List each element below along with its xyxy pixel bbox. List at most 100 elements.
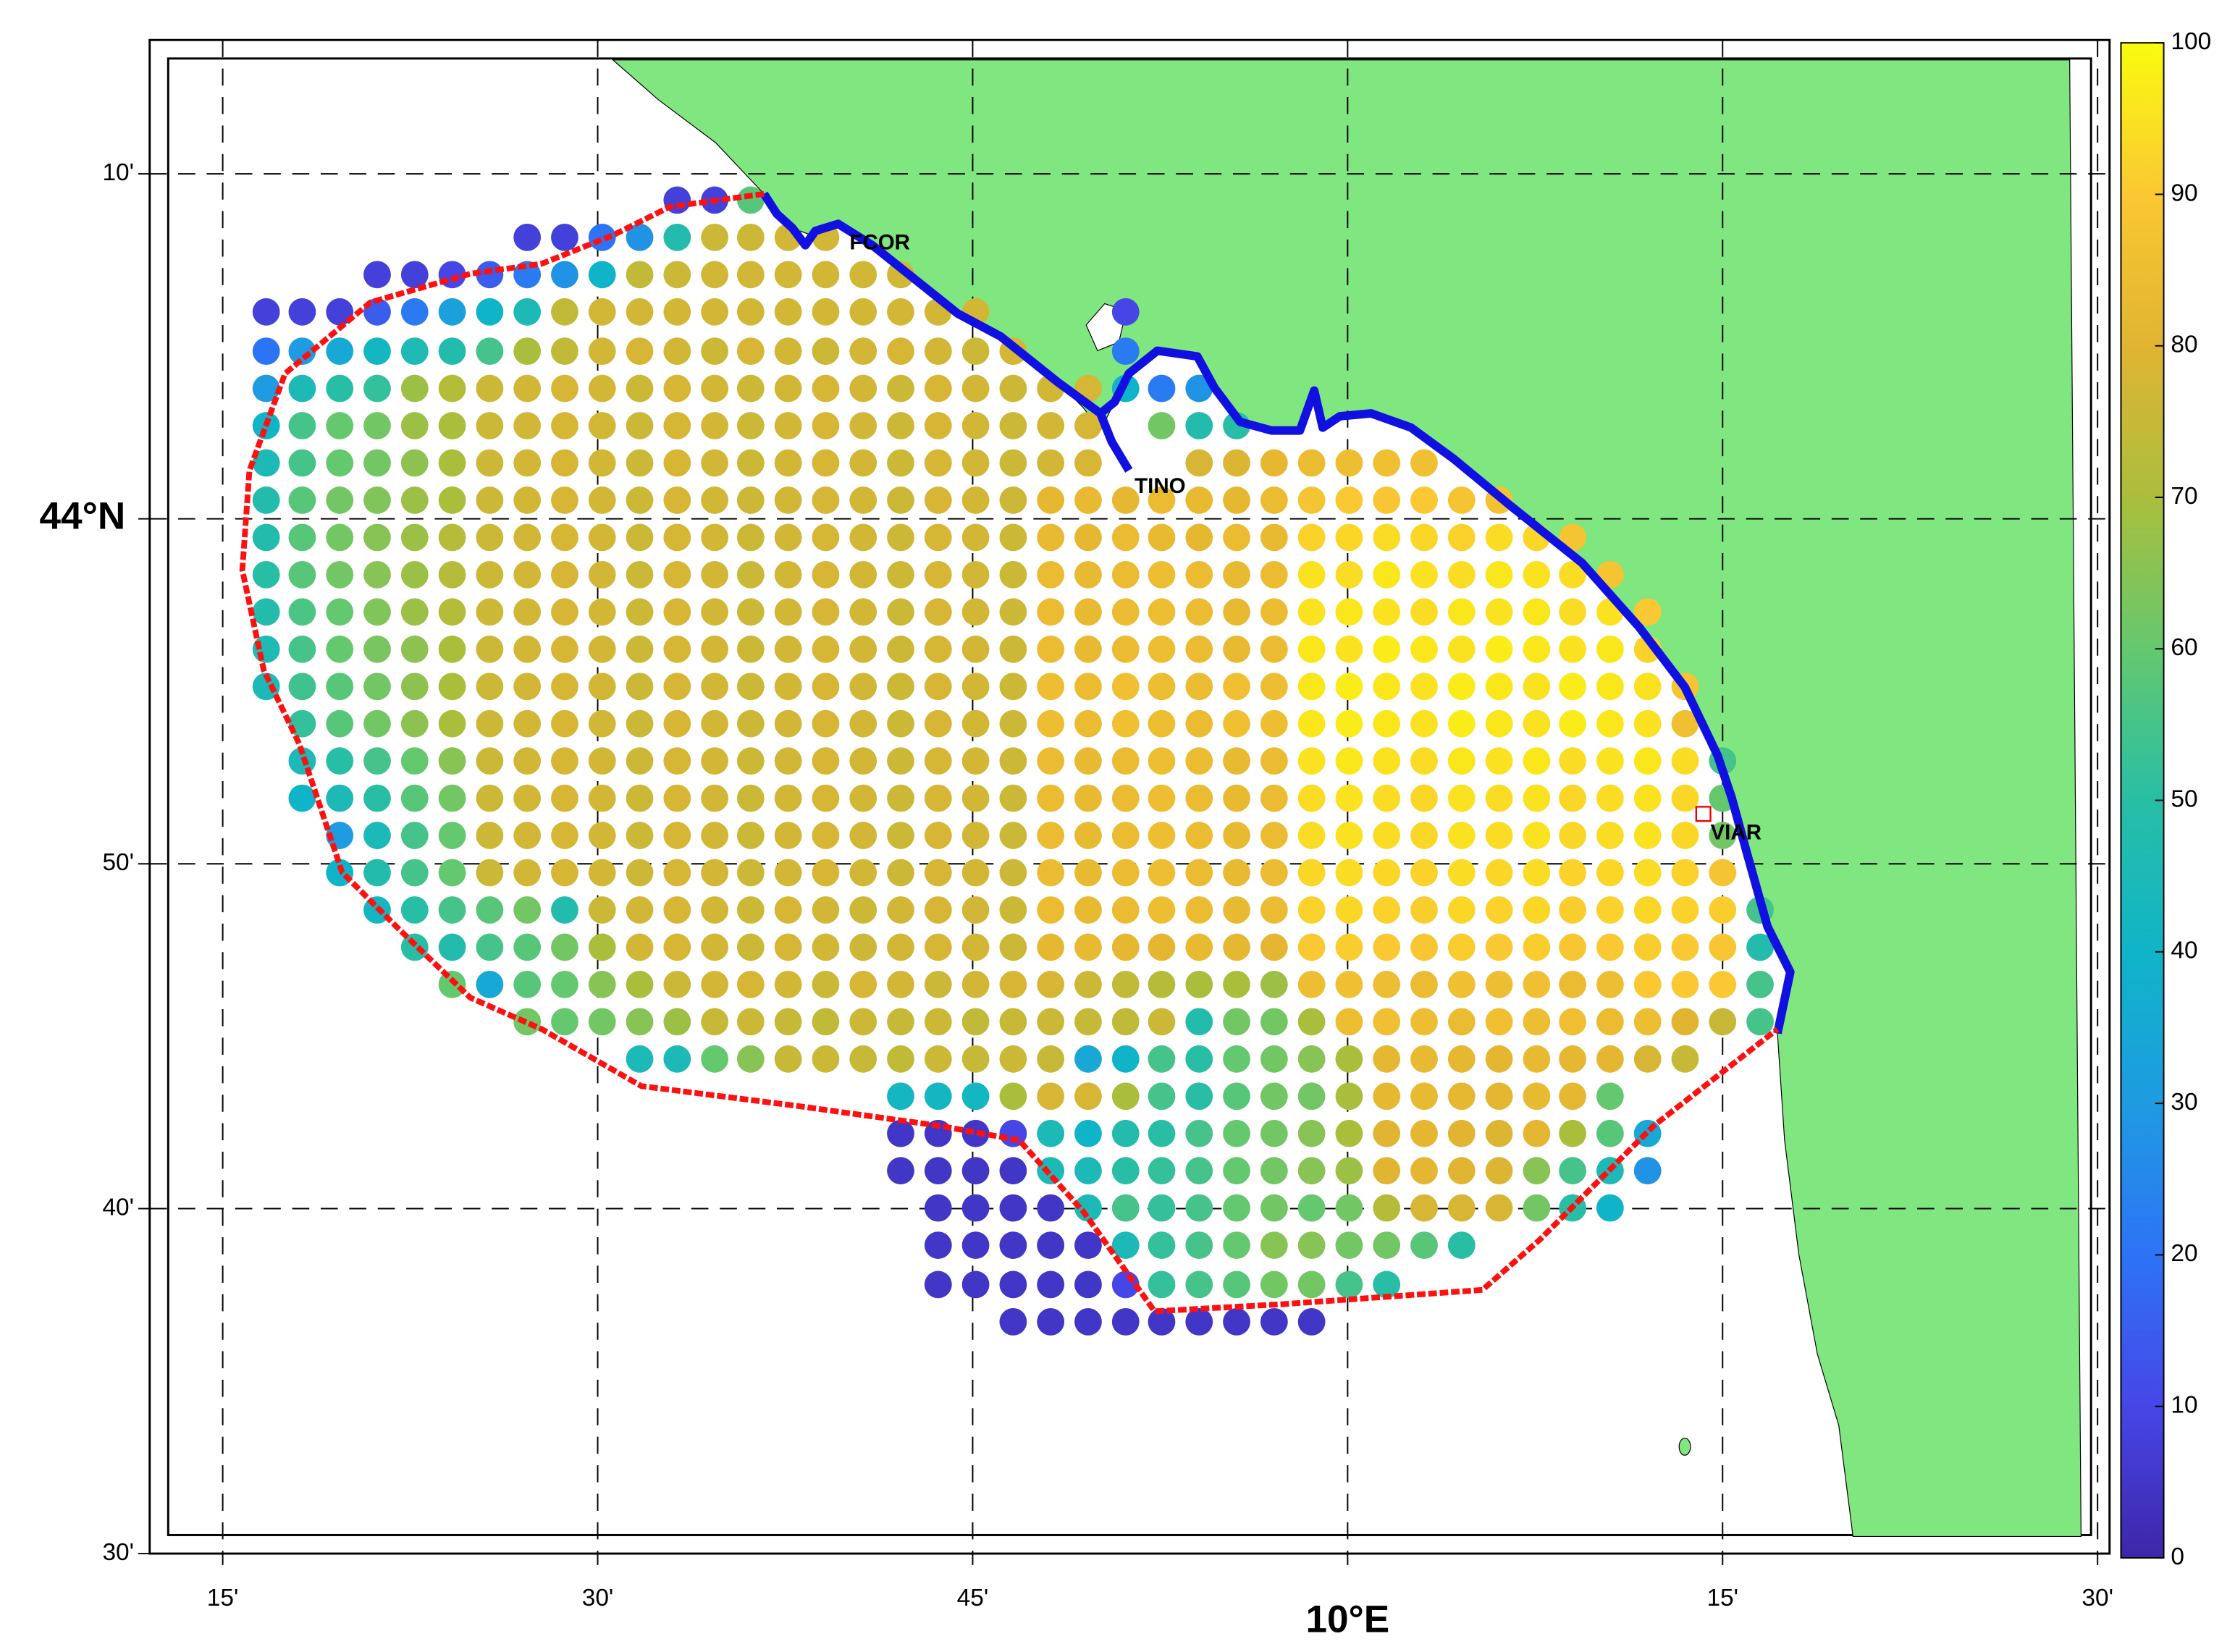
data-dot (1335, 1082, 1363, 1111)
data-dot (663, 1045, 691, 1073)
data-dot (887, 298, 914, 326)
data-dot (438, 822, 466, 849)
data-dot (1485, 673, 1513, 701)
data-dot (961, 635, 990, 663)
data-dot (400, 598, 429, 626)
data-dot (1297, 896, 1326, 924)
data-dot (999, 822, 1027, 849)
data-dot (551, 261, 578, 289)
data-dot (363, 673, 391, 701)
data-dot (774, 337, 802, 366)
data-dot (1335, 523, 1363, 552)
data-dot (1260, 523, 1288, 552)
data-dot (663, 933, 691, 961)
colorbar-tick-label: 80 (2171, 332, 2197, 358)
data-dot (1111, 933, 1140, 961)
data-dot (849, 523, 877, 552)
data-dot (326, 673, 354, 701)
data-dot (887, 337, 914, 366)
data-dot (1335, 1157, 1363, 1185)
data-dot (774, 1008, 802, 1036)
data-dot (476, 560, 504, 589)
data-dot (812, 412, 840, 439)
data-dot (1373, 1082, 1401, 1111)
data-dot (551, 223, 578, 251)
x-tick-label: 30' (2082, 1585, 2113, 1611)
data-dot (1223, 1231, 1250, 1259)
data-dot (400, 635, 429, 663)
data-dot (1111, 337, 1140, 366)
data-dot (1373, 1270, 1401, 1299)
data-dot (438, 933, 466, 961)
coastline (760, 191, 1795, 1034)
data-dot (961, 747, 990, 775)
data-dot (999, 747, 1027, 775)
data-dot (513, 970, 542, 998)
data-dot (1260, 859, 1288, 887)
data-dot (551, 859, 578, 887)
data-dot (1633, 859, 1662, 887)
data-dot (1074, 598, 1102, 626)
data-dot (288, 523, 316, 552)
data-dot (1223, 1008, 1250, 1036)
data-dot (774, 261, 802, 289)
data-dot (663, 223, 691, 251)
data-dot (476, 337, 504, 366)
data-dot (1074, 1194, 1102, 1222)
data-dot (736, 560, 765, 589)
data-dot (1671, 709, 1699, 738)
data-dot (961, 486, 990, 514)
data-dot (400, 673, 429, 701)
data-dot (887, 412, 914, 439)
x-tick-label: 45' (957, 1585, 989, 1611)
data-dot (1074, 896, 1102, 924)
data-dot (1297, 709, 1326, 738)
data-dot (1633, 747, 1662, 775)
data-dot (1410, 933, 1438, 961)
data-dot (438, 560, 466, 589)
data-dot (1260, 933, 1288, 961)
data-dot (1485, 970, 1513, 998)
data-dot (961, 1194, 990, 1222)
data-dot (774, 449, 802, 477)
data-dot (924, 1157, 952, 1185)
data-dot (1410, 635, 1438, 663)
data-dot (326, 560, 354, 589)
data-dot (400, 261, 429, 289)
data-dot (736, 635, 765, 663)
data-dot (1223, 709, 1250, 738)
data-dot (1410, 970, 1438, 998)
data-dot (1037, 1008, 1065, 1036)
data-dot (588, 374, 616, 403)
data-dot (1335, 1231, 1363, 1259)
data-dot (1447, 933, 1476, 961)
data-dot (774, 635, 802, 663)
data-dot (476, 598, 504, 626)
data-dot (476, 747, 504, 775)
data-dot (1185, 486, 1213, 514)
data-dot (626, 486, 654, 514)
data-dot (663, 859, 691, 887)
data-dot (961, 1119, 990, 1147)
data-dot (999, 1194, 1027, 1222)
data-dot (1185, 449, 1213, 477)
data-dot (326, 449, 354, 477)
data-dot (1148, 598, 1176, 626)
data-dot (1185, 1119, 1213, 1147)
data-dot (812, 933, 840, 961)
data-dot (1074, 560, 1102, 589)
data-dot (1074, 822, 1102, 849)
data-dot (736, 486, 765, 514)
data-dot (363, 598, 391, 626)
data-dot (1297, 1008, 1326, 1036)
data-dot (1523, 673, 1551, 701)
data-dot (1373, 560, 1401, 589)
data-dot (1223, 1270, 1250, 1299)
data-dot (438, 412, 466, 439)
data-dot (812, 709, 840, 738)
data-dot (1223, 1157, 1250, 1185)
data-dot (961, 449, 990, 477)
station-label: TINO (1135, 474, 1186, 498)
data-dot (1335, 673, 1363, 701)
data-dot (1185, 970, 1213, 998)
